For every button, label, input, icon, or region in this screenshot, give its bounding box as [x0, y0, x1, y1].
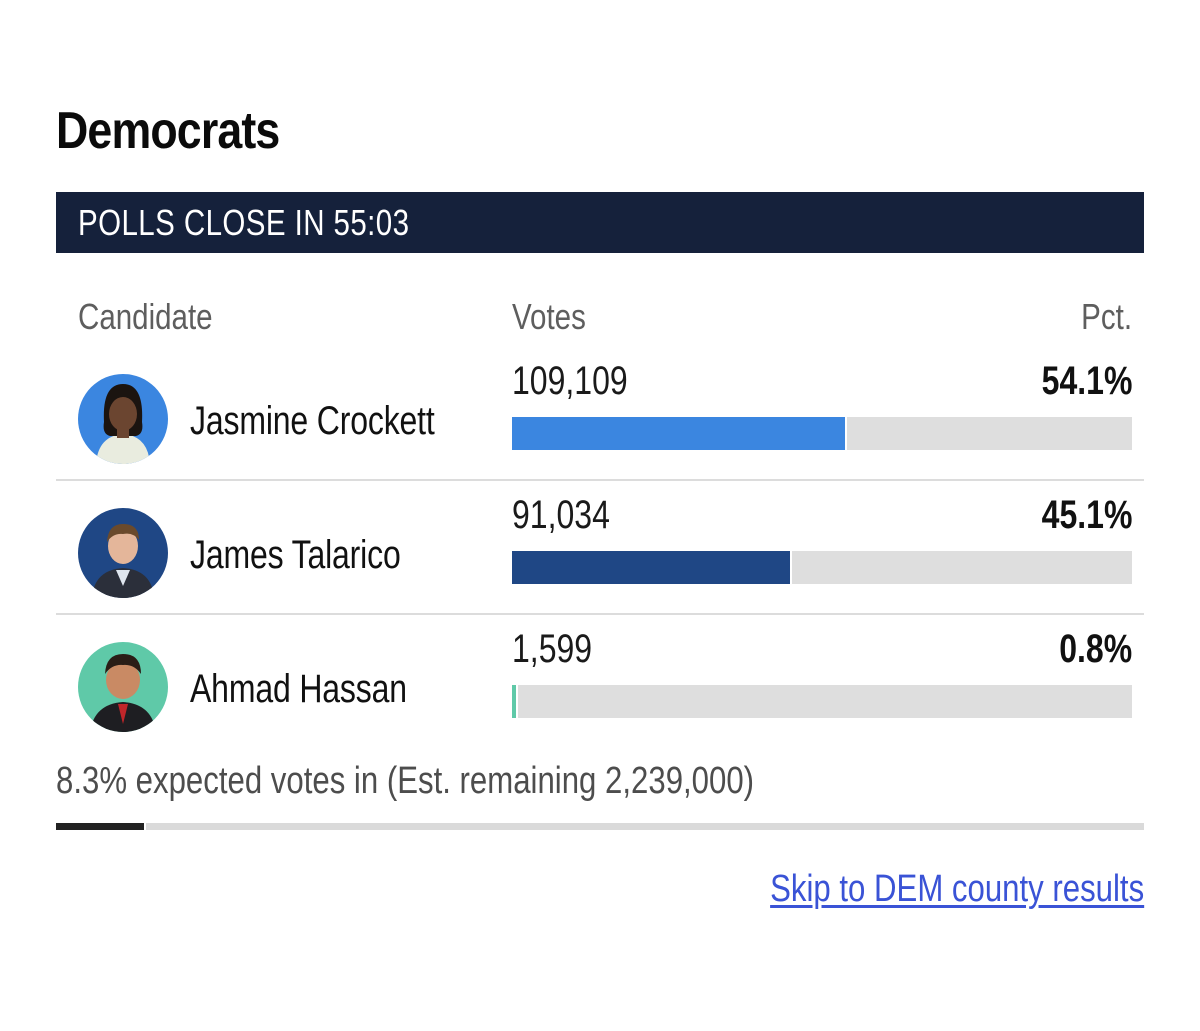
candidate-avatar: [78, 642, 168, 732]
candidate-pct: 54.1%: [1041, 359, 1132, 403]
candidate-name: James Talarico: [190, 533, 401, 577]
candidate-pct: 0.8%: [1059, 627, 1132, 671]
candidate-votes: 109,109: [512, 359, 628, 403]
candidate-row: Ahmad Hassan 1,599 0.8%: [56, 615, 1144, 749]
candidate-name: Jasmine Crockett: [190, 399, 435, 443]
candidate-photo-icon: [78, 508, 168, 598]
column-header-votes: Votes: [512, 296, 586, 337]
expected-votes-bar-track: [56, 823, 1144, 830]
candidate-name: Ahmad Hassan: [190, 667, 407, 711]
expected-votes-text: 8.3% expected votes in (Est. remaining 2…: [56, 760, 755, 802]
vote-share-bar-track: [512, 417, 1132, 450]
vote-share-bar-track: [512, 685, 1132, 718]
candidate-avatar: [78, 508, 168, 598]
polls-close-text: POLLS CLOSE IN 55:03: [78, 201, 410, 243]
skip-to-county-results-link[interactable]: Skip to DEM county results: [769, 868, 1144, 910]
candidate-votes: 91,034: [512, 493, 610, 537]
candidate-row: Jasmine Crockett 109,109 54.1%: [56, 347, 1144, 481]
polls-close-banner: POLLS CLOSE IN 55:03: [56, 192, 1144, 253]
candidate-photo-icon: [78, 374, 168, 464]
candidate-pct: 45.1%: [1041, 493, 1132, 537]
vote-share-bar-fill: [512, 417, 848, 450]
column-header-pct: Pct.: [1081, 296, 1132, 337]
candidate-photo-icon: [78, 642, 168, 732]
vote-share-bar-fill: [512, 551, 792, 584]
column-header-candidate: Candidate: [78, 296, 213, 337]
vote-share-bar-track: [512, 551, 1132, 584]
candidate-row: James Talarico 91,034 45.1%: [56, 481, 1144, 615]
section-title: Democrats: [56, 102, 280, 160]
expected-votes-bar-fill: [56, 823, 147, 830]
vote-share-bar-fill: [512, 685, 519, 718]
candidate-votes: 1,599: [512, 627, 593, 671]
candidate-avatar: [78, 374, 168, 464]
